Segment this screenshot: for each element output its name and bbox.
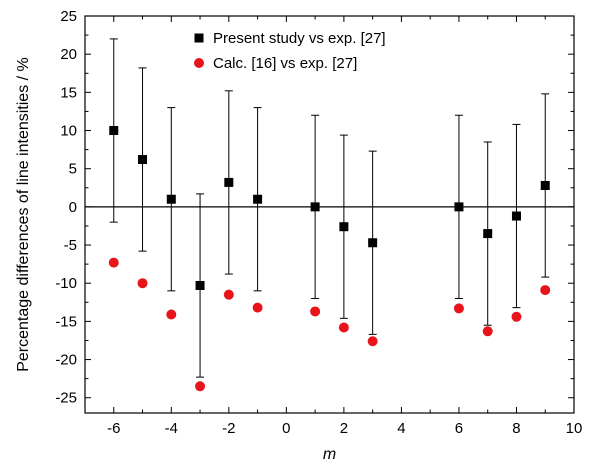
x-tick-label: -2 bbox=[222, 420, 235, 437]
legend: Present study vs exp. [27] Calc. [16] vs … bbox=[194, 30, 386, 72]
circle-marker bbox=[482, 326, 493, 337]
circle-marker bbox=[137, 278, 148, 289]
square-marker bbox=[253, 194, 263, 204]
circle-marker bbox=[453, 303, 464, 314]
square-marker bbox=[454, 202, 464, 212]
square-marker bbox=[540, 180, 550, 190]
x-tick-label: 0 bbox=[282, 420, 290, 437]
y-tick-label: -15 bbox=[55, 313, 77, 330]
square-marker bbox=[224, 177, 234, 187]
y-tick-label: 5 bbox=[69, 161, 77, 178]
legend-square-marker bbox=[194, 33, 204, 43]
x-axis-label: m bbox=[323, 446, 336, 463]
legend-circle-marker bbox=[194, 58, 204, 68]
x-tick-label: 6 bbox=[455, 420, 463, 437]
x-tick-label: 10 bbox=[566, 420, 583, 437]
y-tick-label: 0 bbox=[69, 199, 77, 216]
circle-marker bbox=[166, 309, 177, 320]
y-tick-label: 25 bbox=[60, 8, 77, 25]
circle-marker bbox=[223, 289, 234, 300]
plot-frame bbox=[84, 15, 575, 414]
square-marker bbox=[138, 155, 148, 165]
square-marker bbox=[166, 194, 176, 204]
y-tick-label: -25 bbox=[55, 390, 77, 407]
circle-marker bbox=[540, 285, 551, 296]
square-marker bbox=[339, 222, 349, 232]
x-tick-label: -6 bbox=[107, 420, 120, 437]
circle-marker bbox=[338, 322, 349, 333]
circle-marker bbox=[367, 336, 378, 347]
y-tick-label: -10 bbox=[55, 275, 77, 292]
square-marker bbox=[195, 281, 205, 291]
legend-label-calc: Calc. [16] vs exp. [27] bbox=[213, 55, 357, 72]
y-tick-label: 15 bbox=[60, 84, 77, 101]
x-tick-label: 8 bbox=[512, 420, 520, 437]
circle-marker bbox=[310, 306, 321, 317]
x-tick-label: 2 bbox=[340, 420, 348, 437]
y-tick-label: -5 bbox=[64, 237, 77, 254]
y-tick-label: 20 bbox=[60, 46, 77, 63]
y-tick-label: -20 bbox=[55, 352, 77, 369]
x-tick-label: 4 bbox=[397, 420, 405, 437]
x-tick-label: -4 bbox=[165, 420, 178, 437]
error-bars bbox=[109, 38, 550, 378]
legend-label-present-study: Present study vs exp. [27] bbox=[213, 30, 386, 47]
y-axis-label: Percentage differences of line intensiti… bbox=[15, 57, 32, 372]
circle-marker bbox=[108, 257, 119, 268]
square-marker bbox=[483, 229, 493, 239]
square-marker bbox=[109, 126, 119, 136]
square-marker bbox=[368, 238, 378, 248]
data-marks bbox=[108, 126, 551, 392]
circle-marker bbox=[195, 381, 206, 392]
circle-marker bbox=[511, 311, 522, 322]
square-marker bbox=[511, 211, 521, 221]
square-marker bbox=[310, 202, 320, 212]
circle-marker bbox=[252, 302, 263, 313]
y-tick-label: 10 bbox=[60, 123, 77, 140]
